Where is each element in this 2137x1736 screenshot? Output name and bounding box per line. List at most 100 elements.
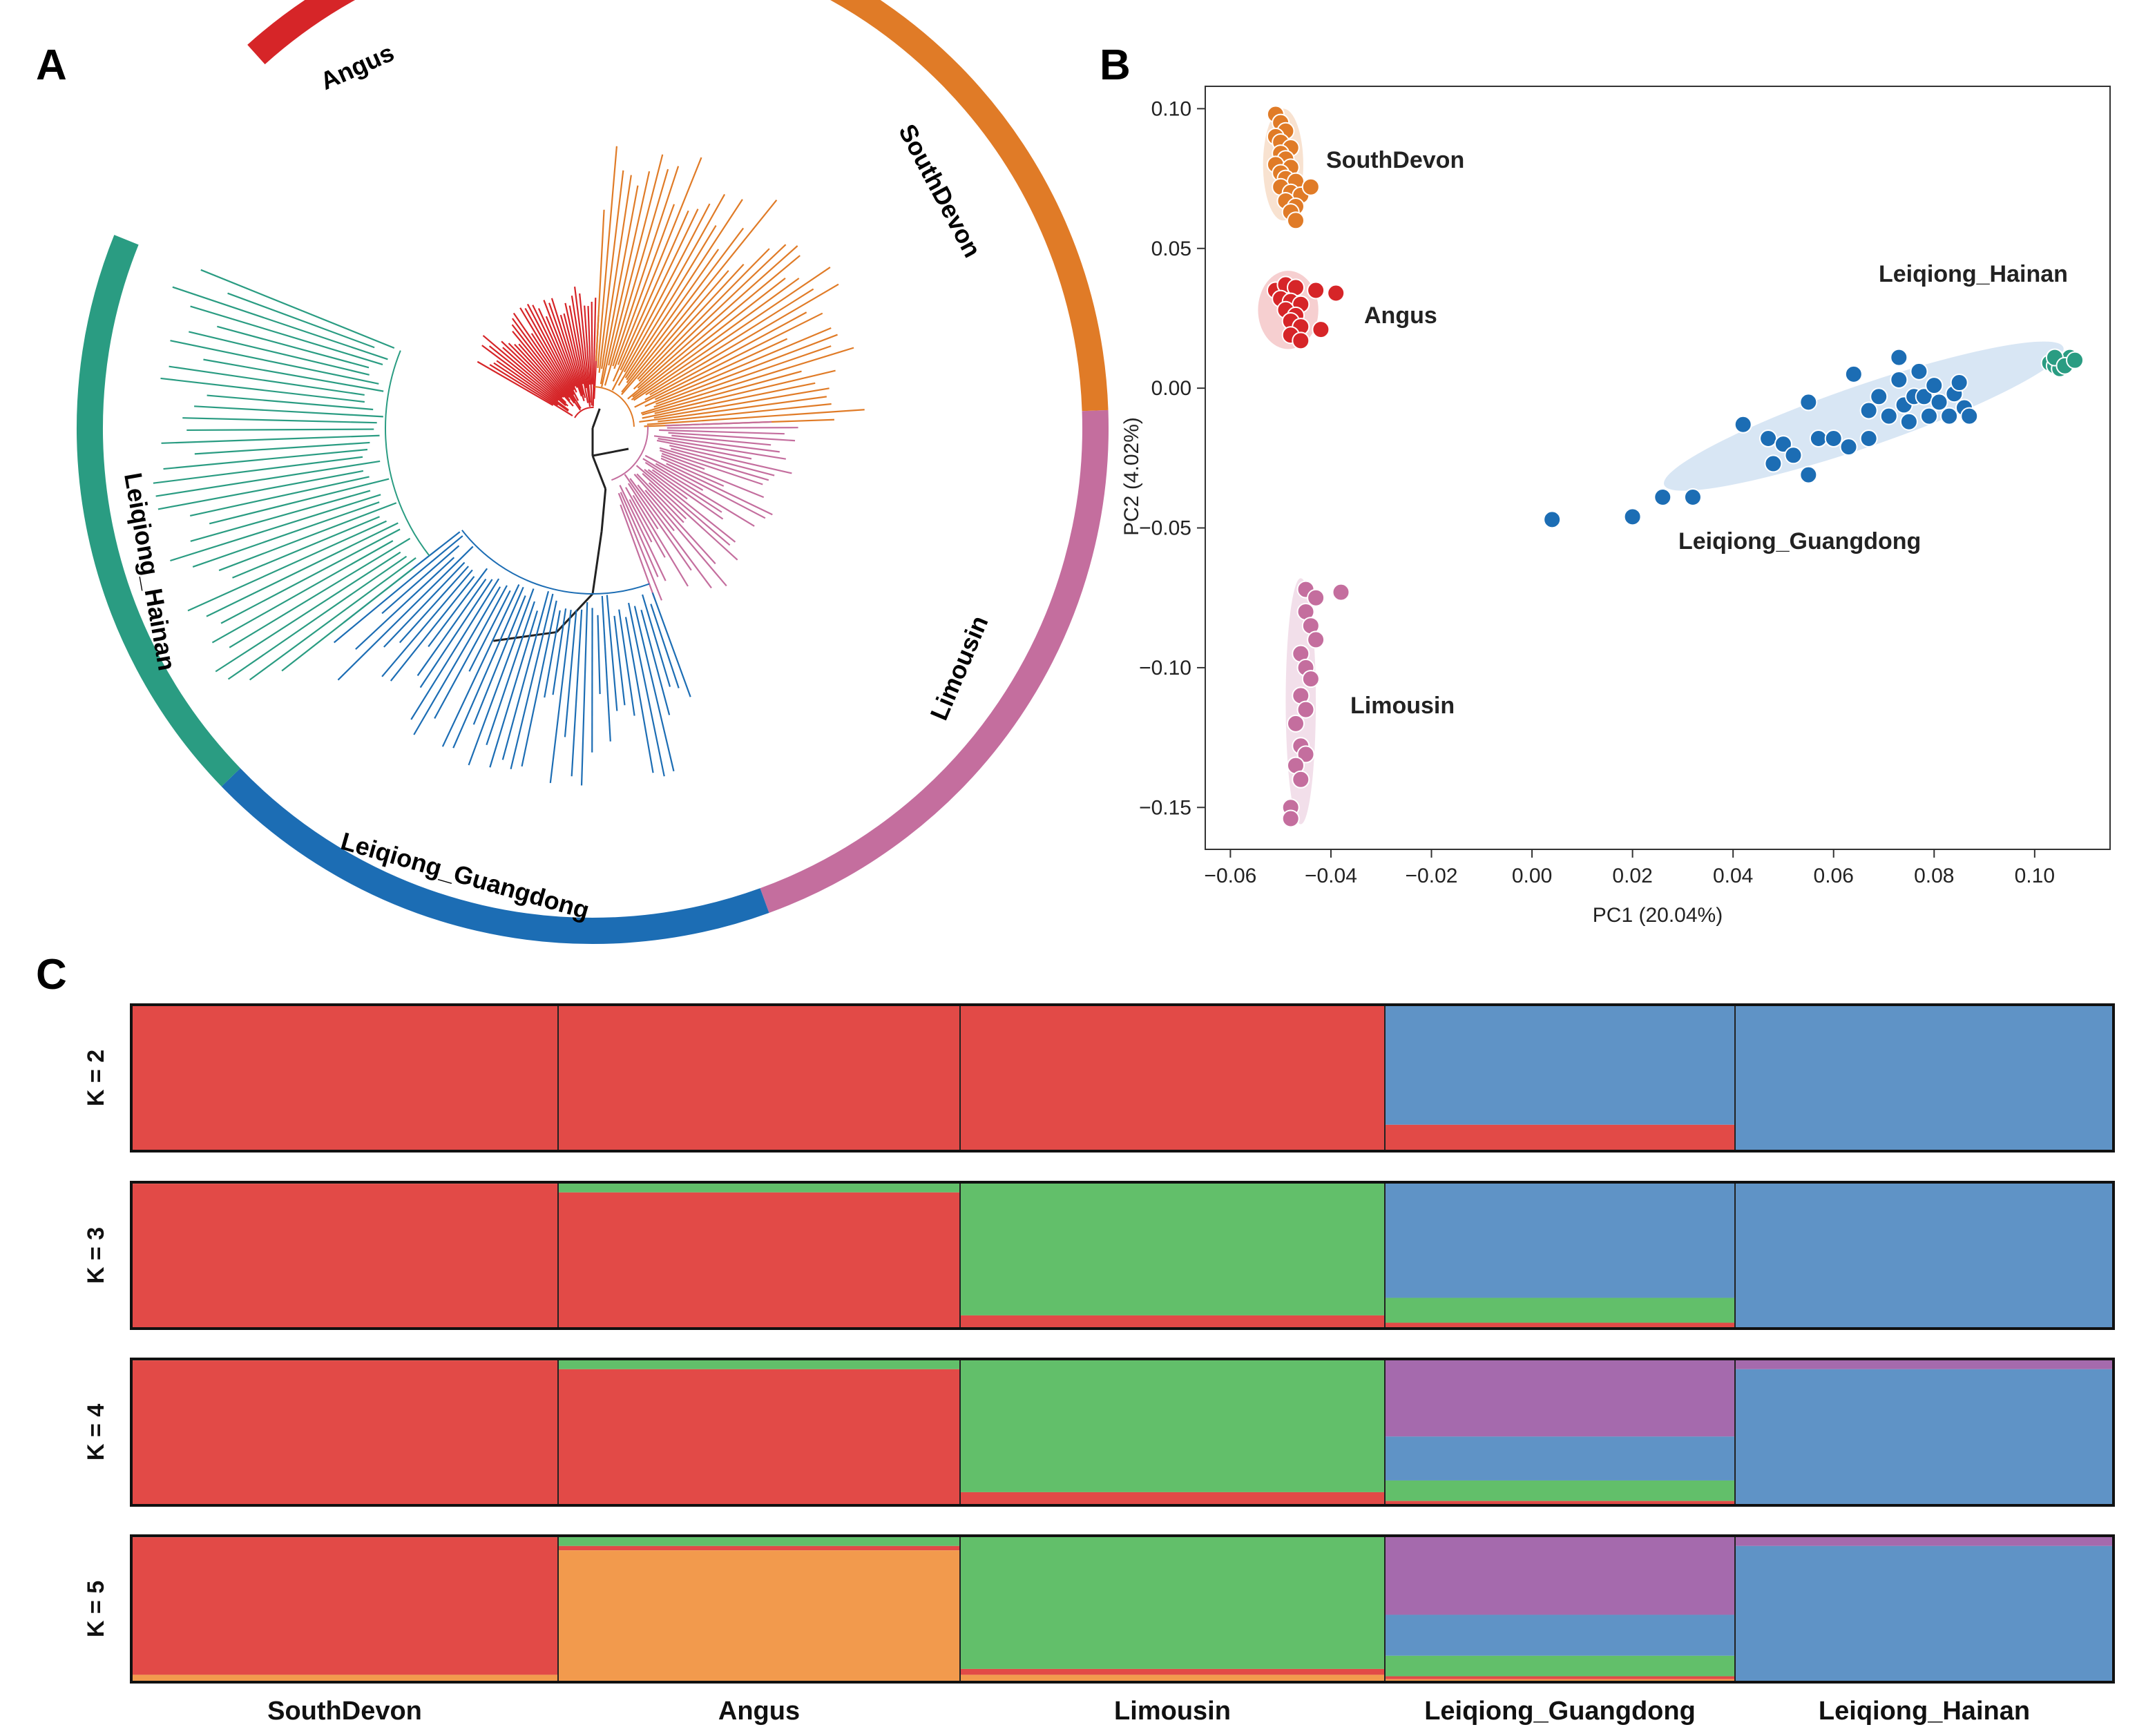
tree-leaf-branch bbox=[642, 382, 816, 419]
pca-point-southdevon bbox=[1301, 177, 1320, 196]
tree-leaf-branch bbox=[633, 244, 787, 390]
tree-leaf-branch bbox=[633, 474, 716, 565]
tree-leaf-branch bbox=[604, 168, 669, 386]
pca-x-tick-label: 0.00 bbox=[1512, 865, 1552, 887]
pca-y-tick-label: 0.05 bbox=[1151, 238, 1191, 260]
pca-point-leiqiong-guangdong bbox=[1870, 387, 1888, 406]
pca-point-leiqiong-guangdong bbox=[1799, 393, 1818, 412]
pca-x-tick-label: 0.08 bbox=[1914, 865, 1954, 887]
tree-leaf-branch bbox=[563, 313, 586, 398]
tree-backbone-branch bbox=[591, 455, 607, 490]
tree-leaf-branch bbox=[628, 602, 665, 777]
tree-leaf-branch bbox=[441, 584, 520, 747]
admixture-row-label-k5: K = 5 bbox=[83, 1581, 109, 1637]
tree-arc-angus bbox=[247, 0, 356, 65]
admixture-group-label-angus: Angus bbox=[718, 1697, 800, 1726]
tree-leaf-branch bbox=[624, 617, 654, 773]
tree-leaf-branch bbox=[642, 458, 755, 527]
admixture-segment-leiqiong-guangdong-blue bbox=[1385, 1614, 1735, 1656]
tree-leaf-branch bbox=[472, 595, 526, 725]
tree-leaf-branch bbox=[337, 546, 474, 681]
admixture-segment-southdevon-red bbox=[131, 1537, 558, 1675]
tree-leaf-branch bbox=[545, 316, 576, 387]
admixture-segment-limousin-green bbox=[960, 1182, 1385, 1315]
pca-y-tick-label: 0.10 bbox=[1151, 97, 1191, 120]
admixture-segment-leiqiong-hainan-blue bbox=[1735, 1545, 2114, 1682]
pca-point-leiqiong-guangdong bbox=[1784, 446, 1803, 465]
tree-clade-limousin bbox=[611, 421, 798, 601]
admixture-segment-angus-red bbox=[558, 1192, 960, 1329]
tree-leaf-branch bbox=[190, 490, 371, 542]
tree-leaf-branch bbox=[579, 293, 591, 403]
tree-leaf-branch bbox=[502, 347, 568, 407]
tree-leaf-branch bbox=[390, 576, 475, 682]
pca-point-limousin bbox=[1292, 770, 1310, 789]
tree-leaf-branch bbox=[635, 465, 731, 546]
pca-point-leiqiong-guangdong bbox=[1759, 430, 1778, 447]
panel-b-label: B bbox=[1100, 41, 1131, 89]
tree-leaf-branch bbox=[644, 490, 727, 587]
pca-point-leiqiong-guangdong bbox=[1774, 435, 1792, 454]
tree-leaf-branch bbox=[501, 590, 550, 760]
tree-leaf-branch bbox=[627, 483, 659, 530]
tree-leaf-branch bbox=[160, 377, 365, 403]
admixture-row-label-k2: K = 2 bbox=[83, 1050, 109, 1106]
tree-leaf-branch bbox=[355, 557, 455, 650]
pca-label-angus: Angus bbox=[1364, 302, 1437, 329]
pca-x-tick-label: −0.02 bbox=[1406, 865, 1458, 887]
tree-leaf-branch bbox=[640, 609, 671, 715]
tree-leaf-branch bbox=[627, 255, 801, 400]
tree-leaf-branch bbox=[477, 360, 554, 406]
tree-leaf-branch bbox=[207, 394, 374, 411]
tree-leaf-branch bbox=[651, 469, 724, 520]
tree-leaf-branch bbox=[606, 595, 618, 711]
admixture-segment-leiqiong-hainan-blue bbox=[1735, 1182, 2114, 1329]
tree-leaf-branch bbox=[573, 287, 591, 407]
admixture-segment-southdevon-red bbox=[131, 1184, 558, 1329]
tree-leaf-branch bbox=[203, 358, 384, 392]
tree-leaf-branch bbox=[592, 298, 597, 407]
tree-leaf-branch bbox=[666, 463, 773, 516]
pca-x-tick-label: 0.06 bbox=[1814, 865, 1854, 887]
tree-clade-arc bbox=[574, 407, 594, 418]
tree-leaf-branch bbox=[493, 362, 559, 406]
tree-leaf-branch bbox=[521, 600, 557, 767]
admixture-segment-leiqiong-guangdong-green bbox=[1385, 1480, 1735, 1501]
tree-leaf-branch bbox=[532, 305, 575, 391]
tree-leaf-branch bbox=[644, 461, 722, 513]
tree-leaf-branch bbox=[644, 311, 807, 401]
pca-point-leiqiong-guangdong bbox=[1764, 454, 1783, 473]
tree-leaf-branch bbox=[428, 568, 488, 648]
tree-leaf-branch bbox=[200, 269, 395, 349]
pca-point-leiqiong-guangdong bbox=[1920, 407, 1938, 425]
pca-point-leiqiong-guangdong bbox=[1683, 488, 1702, 506]
tree-leaf-branch bbox=[671, 434, 772, 446]
tree-leaf-branch bbox=[232, 516, 380, 579]
admixture-segment-limousin-green bbox=[960, 1359, 1385, 1492]
tree-leaf-branch bbox=[587, 306, 593, 406]
tree-leaf-branch bbox=[543, 300, 578, 388]
tree-leaf-branch bbox=[644, 327, 832, 407]
pca-label-southdevon: SouthDevon bbox=[1326, 147, 1464, 173]
tree-leaf-branch bbox=[624, 199, 743, 378]
admixture-segment-angus-red bbox=[558, 1005, 960, 1151]
admixture-row-label-k3: K = 3 bbox=[83, 1227, 109, 1284]
tree-leaf-branch bbox=[227, 292, 375, 349]
tree-leaf-branch bbox=[419, 579, 493, 688]
tree-leaf-branch bbox=[597, 146, 618, 369]
admixture-row-k2 bbox=[130, 1003, 2115, 1152]
tree-leaf-branch bbox=[416, 579, 487, 677]
tree-leaf-branch bbox=[601, 595, 611, 742]
pca-point-angus bbox=[1327, 284, 1345, 302]
tree-leaf-branch bbox=[647, 469, 688, 500]
pca-point-leiqiong-guangdong bbox=[1910, 362, 1928, 380]
pca-x-ticks: −0.06 −0.04 −0.02 0.00 0.02 0.04 0.06 0.08 0.10 bbox=[1204, 849, 2055, 887]
tree-leaf-branch bbox=[519, 307, 582, 409]
tree-leaf-branch bbox=[637, 245, 798, 389]
tree-leaf-branch bbox=[617, 492, 662, 601]
tree-leaf-branch bbox=[549, 610, 572, 784]
pca-point-leiqiong-guangdong bbox=[1899, 412, 1918, 431]
tree-leaf-branch bbox=[486, 601, 535, 746]
admixture-segment-leiqiong-hainan-purple bbox=[1735, 1359, 2114, 1369]
tree-leaf-branch bbox=[608, 154, 664, 366]
